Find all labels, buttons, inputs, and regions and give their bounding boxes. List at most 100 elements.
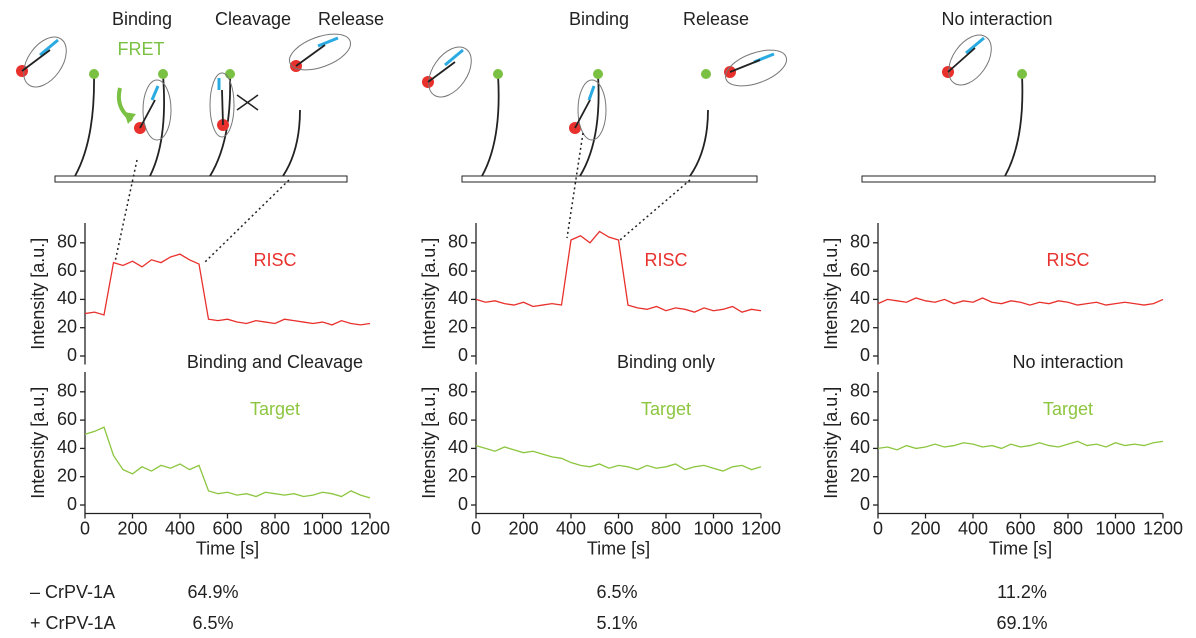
x-axis-label: Time [s]: [587, 538, 650, 558]
y-tick-label: 40: [850, 288, 870, 308]
connector: [114, 132, 691, 263]
target-strand: [579, 74, 600, 177]
scissors: [236, 94, 259, 111]
annotation: Binding and Cleavage: [187, 352, 363, 372]
y-axis-label: Intensity [a.u.]: [419, 238, 439, 350]
table-cell: + CrPV-1A: [30, 613, 116, 633]
target-strand: [689, 109, 709, 177]
x-axis-label: Time [s]: [196, 538, 259, 558]
y-axis-label: Intensity [a.u.]: [28, 238, 48, 350]
y-tick-label: 20: [850, 465, 870, 485]
x-tick-label: 0: [471, 518, 481, 538]
x-tick-label: 800: [651, 518, 681, 538]
x-tick-label: 400: [165, 518, 195, 538]
y-tick-label: 80: [850, 232, 870, 252]
x-tick-label: 800: [1053, 518, 1083, 538]
risc-complex: [23, 33, 992, 141]
x-tick-label: 600: [1005, 518, 1035, 538]
y-tick-label: 40: [448, 288, 468, 308]
red-dyes: [16, 60, 954, 134]
y-tick-label: 0: [458, 345, 468, 365]
schematic-label: Release: [683, 9, 749, 29]
trace: [475, 230, 762, 313]
fret-arrowhead: [124, 112, 136, 124]
y-tick-label: 60: [850, 260, 870, 280]
trace: [84, 426, 371, 499]
surface: [54, 175, 348, 183]
schematic-label: Binding: [569, 9, 629, 29]
trace: [475, 444, 762, 472]
y-tick-label: 0: [860, 345, 870, 365]
y-tick-label: 0: [67, 494, 77, 514]
table-cell: 6.5%: [192, 613, 233, 633]
table-cell: 11.2%: [997, 582, 1047, 602]
target-strand: [282, 109, 301, 177]
target-strand: [74, 74, 95, 177]
series-label: Target: [1043, 399, 1093, 419]
y-tick-label: 40: [850, 437, 870, 457]
x-tick-label: 200: [508, 518, 538, 538]
target-strand: [149, 74, 165, 177]
y-tick-label: 40: [57, 437, 77, 457]
y-tick-label: 20: [850, 316, 870, 336]
schematic-label: Binding: [112, 9, 172, 29]
y-tick-label: 60: [57, 260, 77, 280]
y-tick-label: 80: [448, 381, 468, 401]
y-tick-label: 60: [57, 409, 77, 429]
schematic-label: Cleavage: [215, 9, 291, 29]
trace: [84, 253, 371, 326]
table-cell: 5.1%: [596, 613, 637, 633]
x-axis-label: Time [s]: [989, 538, 1052, 558]
y-tick-label: 0: [860, 494, 870, 514]
y-tick-label: 80: [850, 381, 870, 401]
target-strand: [209, 74, 232, 177]
y-axis-label: Intensity [a.u.]: [28, 387, 48, 499]
guide-rna: [39, 36, 985, 101]
y-tick-label: 60: [448, 409, 468, 429]
y-tick-label: 60: [850, 409, 870, 429]
trace: [877, 297, 1164, 306]
table: – CrPV-1A 64.9% 6.5% 11.2% + CrPV-1A 6.5…: [30, 582, 1048, 633]
y-tick-label: 40: [448, 437, 468, 457]
y-tick-label: 60: [448, 260, 468, 280]
schematic: Binding Cleavage Release FRET Binding Re…: [16, 9, 1156, 263]
x-tick-label: 600: [212, 518, 242, 538]
trace: [877, 440, 1164, 451]
y-axis-label: Intensity [a.u.]: [821, 238, 841, 350]
target-strand: [481, 74, 500, 177]
table-cell: – CrPV-1A: [30, 582, 115, 602]
x-tick-label: 600: [603, 518, 633, 538]
y-tick-label: 20: [448, 316, 468, 336]
annotation: Binding only: [617, 352, 715, 372]
y-tick-label: 80: [57, 232, 77, 252]
x-tick-label: 200: [910, 518, 940, 538]
x-tick-label: 1200: [741, 518, 781, 538]
surface: [861, 175, 1156, 183]
series-label: RISC: [1046, 250, 1089, 270]
annotation: No interaction: [1012, 352, 1123, 372]
schematic-label: No interaction: [941, 9, 1052, 29]
series-label: RISC: [253, 250, 296, 270]
table-cell: 6.5%: [596, 582, 637, 602]
y-tick-label: 0: [67, 345, 77, 365]
x-tick-label: 400: [556, 518, 586, 538]
green-dyes: [89, 69, 1027, 79]
y-tick-label: 20: [57, 316, 77, 336]
y-tick-label: 40: [57, 288, 77, 308]
series-label: RISC: [644, 250, 687, 270]
target-strand: [1004, 74, 1024, 177]
y-axis-label: Intensity [a.u.]: [821, 387, 841, 499]
series-label: Target: [250, 399, 300, 419]
x-tick-label: 1000: [693, 518, 733, 538]
y-tick-label: 0: [458, 494, 468, 514]
x-tick-label: 0: [80, 518, 90, 538]
x-tick-label: 800: [260, 518, 290, 538]
x-tick-label: 1200: [1143, 518, 1183, 538]
y-tick-label: 20: [57, 465, 77, 485]
series-label: Target: [641, 399, 691, 419]
y-tick-label: 20: [448, 465, 468, 485]
guide-strand: [21, 44, 976, 129]
table-cell: 64.9%: [187, 582, 238, 602]
table-cell: 69.1%: [996, 613, 1047, 633]
